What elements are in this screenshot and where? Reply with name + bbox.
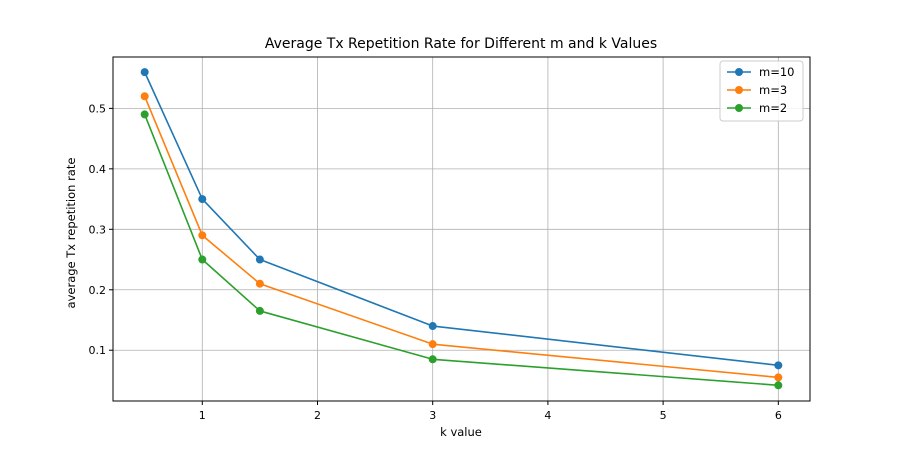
- data-point: [255, 306, 264, 315]
- data-point: [774, 373, 783, 382]
- x-tick-label: 4: [544, 409, 551, 422]
- y-tick-label: 0.4: [89, 163, 107, 176]
- series-m=3: [140, 92, 783, 382]
- data-point: [198, 195, 207, 204]
- x-tick-label: 5: [660, 409, 667, 422]
- legend: m=10 m=3 m=2: [719, 60, 804, 122]
- y-tick-label: 0.5: [89, 102, 107, 115]
- chart-title: Average Tx Repetition Rate for Different…: [265, 36, 657, 52]
- series-m=10: [140, 68, 783, 370]
- legend-marker-0: [735, 68, 743, 76]
- legend-label-1: m=3: [759, 83, 787, 97]
- data-point: [428, 322, 437, 331]
- data-point: [428, 340, 437, 349]
- data-point: [428, 355, 437, 364]
- data-point: [198, 231, 207, 240]
- legend-marker-1: [735, 86, 743, 94]
- data-point: [255, 279, 264, 288]
- data-point: [774, 381, 783, 390]
- legend-label-0: m=10: [759, 65, 794, 79]
- series-line-0: [143, 71, 779, 367]
- y-axis: 0.1 0.2 0.3 0.4 0.5: [89, 102, 113, 357]
- legend-marker-2: [735, 104, 743, 112]
- series-line-2: [143, 114, 779, 387]
- data-point: [255, 255, 264, 264]
- y-axis-label: average Tx repetition rate: [64, 158, 78, 309]
- legend-label-2: m=2: [759, 101, 787, 115]
- series-line-1: [143, 95, 779, 379]
- data-point: [140, 110, 149, 119]
- x-tick-label: 6: [775, 409, 782, 422]
- x-axis: 1 2 3 4 5 6: [199, 401, 782, 422]
- y-tick-label: 0.2: [89, 284, 107, 297]
- series-layer: [140, 68, 783, 390]
- data-point: [140, 92, 149, 101]
- x-tick-label: 3: [429, 409, 436, 422]
- series-m=2: [140, 110, 783, 390]
- grid-lines: [113, 57, 810, 401]
- data-point: [140, 68, 149, 77]
- x-axis-label: k value: [440, 425, 482, 439]
- y-tick-label: 0.1: [89, 344, 107, 357]
- y-tick-label: 0.3: [89, 223, 107, 236]
- data-point: [774, 361, 783, 370]
- x-tick-label: 1: [199, 409, 206, 422]
- data-point: [198, 255, 207, 264]
- x-tick-label: 2: [314, 409, 321, 422]
